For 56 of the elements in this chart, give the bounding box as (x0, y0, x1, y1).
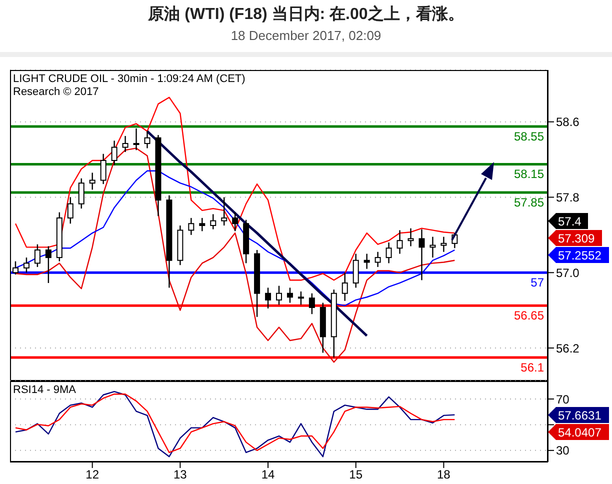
y-tick-label: 30 (556, 444, 570, 458)
candlestick (122, 135, 128, 153)
candlestick (364, 253, 370, 270)
ref-line-label: 56.1 (520, 360, 544, 374)
annotation: Research © 2017 (13, 86, 100, 99)
candlestick (100, 153, 106, 185)
candlestick (199, 217, 206, 232)
candlestick (276, 285, 282, 306)
candlestick (67, 196, 74, 224)
candlestick (45, 246, 52, 284)
x-tick-label: 14 (261, 468, 276, 482)
y-tick-label: 57.8 (556, 190, 580, 204)
ref-line-label: 57.85 (514, 196, 544, 210)
candlestick (133, 128, 140, 151)
candlestick (89, 172, 96, 190)
candlestick (374, 251, 381, 268)
candlestick (210, 214, 216, 230)
ref-line-label: 56.65 (514, 308, 544, 323)
candlestick (408, 228, 414, 247)
y-tick-label: 57.0 (556, 266, 580, 280)
candlestick (23, 256, 30, 274)
candlestick (418, 228, 425, 281)
line-series (146, 130, 368, 338)
x-tick-label: 13 (174, 468, 188, 482)
y-tick-label: 58.6 (556, 115, 580, 130)
candlestick (111, 140, 118, 166)
price-tags: 57.4 57.309 57.2552 (548, 212, 612, 265)
candlestick (440, 236, 447, 252)
chart-subtitle: 18 December 2017, 02:09 (230, 28, 382, 43)
annotation: LIGHT CRUDE OIL - 30min - 1:09:24 AM (CET) (13, 73, 246, 86)
candlestick (298, 290, 304, 306)
candlestick (78, 178, 84, 210)
candlestick (308, 292, 315, 315)
ref-line-label: 57 (530, 276, 544, 290)
candlestick (232, 212, 238, 232)
candlestick (386, 242, 392, 264)
candlestick (352, 253, 359, 288)
ref-line-label: 58.55 (514, 130, 544, 144)
price-tags: 57.6631 54.0407 (548, 406, 612, 442)
candlestick (221, 196, 228, 226)
x-tick-label: 12 (86, 468, 100, 482)
candlestick (144, 130, 150, 149)
candlestick (430, 236, 436, 258)
candlestick (286, 287, 293, 304)
x-tick-label: 18 (437, 468, 451, 482)
y-tick-label: 70 (556, 392, 570, 406)
candlestick (265, 287, 272, 310)
candlestick (188, 217, 194, 236)
annotation: RSI14 - 9MA (13, 384, 76, 397)
y-tick-label: 56.2 (556, 341, 580, 356)
ref-line-label: 58.15 (514, 167, 544, 182)
chart-title: 原油 (WTI) (F18) 当日内: 在.00之上，看涨。 (146, 4, 465, 25)
candlestick (342, 272, 348, 302)
candlestick (34, 244, 40, 268)
x-tick-label: 15 (349, 468, 363, 482)
candlestick (396, 230, 403, 254)
